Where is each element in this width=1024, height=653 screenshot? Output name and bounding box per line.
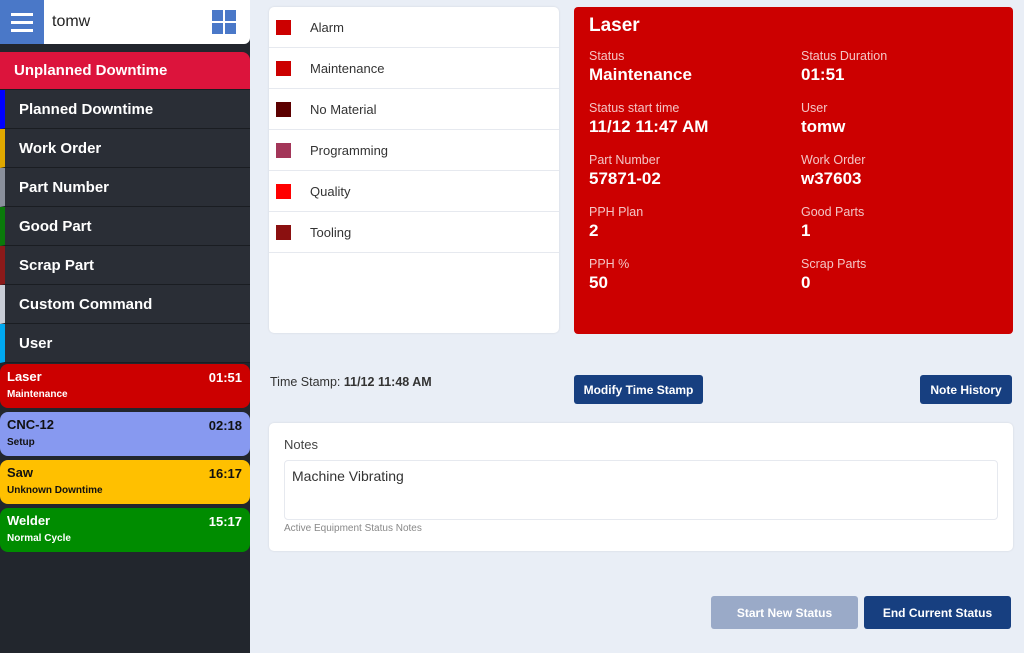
detail-field: Status start time 11/12 11:47 AM [589,101,801,137]
status-option[interactable]: Tooling [269,212,559,253]
field-label: PPH % [589,257,630,271]
equipment-time: 01:51 [208,370,242,385]
field-value: Maintenance [589,65,692,84]
status-label: Programming [310,142,389,158]
start-new-status-button[interactable]: Start New Status [711,596,858,629]
status-option[interactable]: Programming [269,130,559,171]
menu-item-work-order[interactable]: Work Order [0,129,250,168]
menu-icon[interactable] [0,0,44,44]
notes-label: Notes [284,437,318,452]
detail-field: User tomw [801,101,998,137]
username: tomw [52,13,91,30]
field-label: Scrap Parts [801,257,867,271]
detail-field: Work Order w37603 [801,153,998,189]
equipment-name: Welder [7,513,51,528]
equipment-time: 02:18 [208,418,242,433]
equipment-card[interactable]: CNC-12 02:18 Setup [0,412,250,456]
detail-field: PPH Plan 2 [589,205,801,241]
field-label: Status [589,49,625,63]
field-value: tomw [801,117,846,136]
field-value: 0 [801,273,811,292]
status-option[interactable]: Maintenance [269,48,559,89]
equipment-card[interactable]: Welder 15:17 Normal Cycle [0,508,250,552]
equipment-card[interactable]: Saw 16:17 Unknown Downtime [0,460,250,504]
modify-time-stamp-button[interactable]: Modify Time Stamp [574,375,703,404]
sidebar: tomw Unplanned Downtime Planned Downtime W… [0,0,250,653]
equipment-time: 16:17 [208,466,242,481]
equipment-card[interactable]: Laser 01:51 Maintenance [0,364,250,408]
notes-input[interactable]: Machine Vibrating [284,460,998,520]
equipment-list: Laser 01:51 Maintenance CNC-12 02:18 Setup Saw… [0,364,250,556]
field-value: 50 [589,273,608,292]
notes-panel: Notes Machine Vibrating Active Equipment… [269,423,1013,551]
note-history-button[interactable]: Note History [920,375,1012,404]
timestamp-label: Time Stamp: [270,375,341,389]
detail-field: Good Parts 1 [801,205,998,241]
field-label: Work Order [801,153,866,167]
field-value: 01:51 [801,65,845,84]
status-list: Alarm Maintenance No Material Programming Qu… [269,7,559,333]
status-color-swatch [276,142,291,158]
status-option[interactable]: Quality [269,171,559,212]
field-label: Status Duration [801,49,888,63]
equipment-name: CNC-12 [7,417,54,432]
top-bar: tomw [0,0,250,44]
equipment-time: 15:17 [208,514,242,529]
field-value: 1 [801,221,811,240]
status-color-swatch [276,224,291,240]
status-label: Maintenance [310,60,385,76]
detail-field: Status Duration 01:51 [801,49,998,85]
menu-item-scrap-part[interactable]: Scrap Part [0,246,250,285]
status-color-swatch [276,183,291,199]
status-label: No Material [310,101,377,117]
detail-field: PPH % 50 [589,257,801,293]
detail-field: Scrap Parts 0 [801,257,998,293]
menu-item-custom-command[interactable]: Custom Command [0,285,250,324]
field-label: Part Number [589,153,660,167]
equipment-status: Maintenance [7,389,68,400]
status-color-swatch [276,60,291,76]
action-menu: Unplanned Downtime Planned Downtime Work O… [0,52,250,363]
status-label: Tooling [310,224,352,240]
equipment-name: Saw [7,465,34,480]
equipment-title: Laser [589,15,640,36]
menu-item-planned-downtime[interactable]: Planned Downtime [0,90,250,129]
timestamp-value: 11/12 11:48 AM [343,375,432,389]
status-label: Quality [310,183,351,199]
detail-field: Status Maintenance [589,49,801,85]
equipment-detail-card: Laser Status Maintenance Status Duration 01… [574,7,1013,334]
menu-item-user[interactable]: User [0,324,250,363]
equipment-name: Laser [7,369,42,384]
status-color-swatch [276,19,291,35]
equipment-status: Setup [7,437,35,448]
menu-item-unplanned-downtime[interactable]: Unplanned Downtime [0,52,250,90]
menu-item-part-number[interactable]: Part Number [0,168,250,207]
status-label: Alarm [310,19,344,35]
field-value: 11/12 11:47 AM [589,117,709,136]
field-value: 57871-02 [589,169,661,188]
equipment-status: Unknown Downtime [7,485,103,496]
grid-view-icon[interactable] [212,10,236,34]
field-label: User [801,101,828,115]
field-label: PPH Plan [589,205,644,219]
field-value: w37603 [801,169,862,188]
status-color-swatch [276,101,291,117]
field-label: Good Parts [801,205,865,219]
field-value: 2 [589,221,599,240]
status-option[interactable]: No Material [269,89,559,130]
timestamp: Time Stamp: 11/12 11:48 AM [270,375,432,389]
field-label: Status start time [589,101,680,115]
detail-field: Part Number 57871-02 [589,153,801,189]
end-current-status-button[interactable]: End Current Status [864,596,1011,629]
notes-hint: Active Equipment Status Notes [284,523,422,534]
equipment-status: Normal Cycle [7,533,71,544]
menu-item-good-part[interactable]: Good Part [0,207,250,246]
status-option[interactable]: Alarm [269,7,559,48]
